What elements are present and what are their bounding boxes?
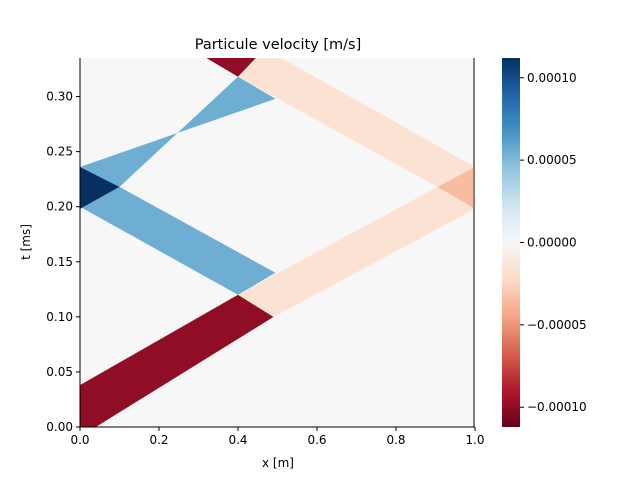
heatmap-region-3	[80, 186, 276, 295]
chart-title: Particule velocity [m/s]	[195, 37, 362, 53]
colorbar-tick-label: 0.00010	[527, 71, 577, 85]
y-tick-label: 0.25	[46, 145, 73, 159]
x-ticks: 0.0 0.2 0.4 0.6 0.8 1.0	[70, 427, 485, 447]
x-tick-label: 0.6	[307, 433, 326, 447]
x-tick-label: 0.8	[386, 433, 405, 447]
heatmap-region-4	[80, 76, 276, 187]
axes: 0.0 0.2 0.4 0.6 0.8 1.0 0.000.050.100.150.200…	[19, 58, 485, 470]
heatmap-region-8	[437, 167, 475, 209]
colorbar-ticks: 0.00010 0.00005 0.00000 −0.00005 −0.00010	[520, 71, 587, 414]
x-tick-label: 0.4	[228, 433, 247, 447]
heatmap-region-6	[238, 186, 475, 317]
heatmap-region-0	[80, 294, 274, 427]
colorbar-tick-label: −0.00010	[527, 400, 587, 414]
y-tick-label: 0.00	[46, 420, 73, 434]
y-tick-label: 0.30	[46, 90, 73, 104]
x-tick-label: 0.2	[149, 433, 168, 447]
plot-area	[80, 58, 475, 427]
y-ticks: 0.00 0.05 0.10 0.15 0.20 0.25 0.30	[46, 90, 80, 434]
heatmap-region-7	[238, 58, 475, 187]
colorbar-tick-label: −0.00005	[527, 318, 587, 332]
y-axis-label: t [ms]	[19, 224, 33, 260]
x-axis-label: x [m]	[262, 456, 294, 470]
colorbar-tick-label: 0.00005	[527, 153, 577, 167]
colorbar: 0.00010 0.00005 0.00000 −0.00005 −0.00010	[502, 58, 587, 427]
x-tick-label: 0.0	[70, 433, 89, 447]
heatmap-region-1	[206, 58, 256, 77]
colorbar-tick-label: 0.00000	[527, 236, 577, 250]
x-tick-label: 1.0	[465, 433, 484, 447]
colorbar-gradient	[502, 58, 520, 427]
y-tick-label: 0.05	[46, 365, 73, 379]
y-tick-label: 0.20	[46, 200, 73, 214]
y-tick-label: 0.15	[46, 255, 73, 269]
heatmap-regions	[80, 58, 475, 427]
heatmap-region-5	[80, 167, 120, 209]
y-tick-label: 0.10	[46, 310, 73, 324]
